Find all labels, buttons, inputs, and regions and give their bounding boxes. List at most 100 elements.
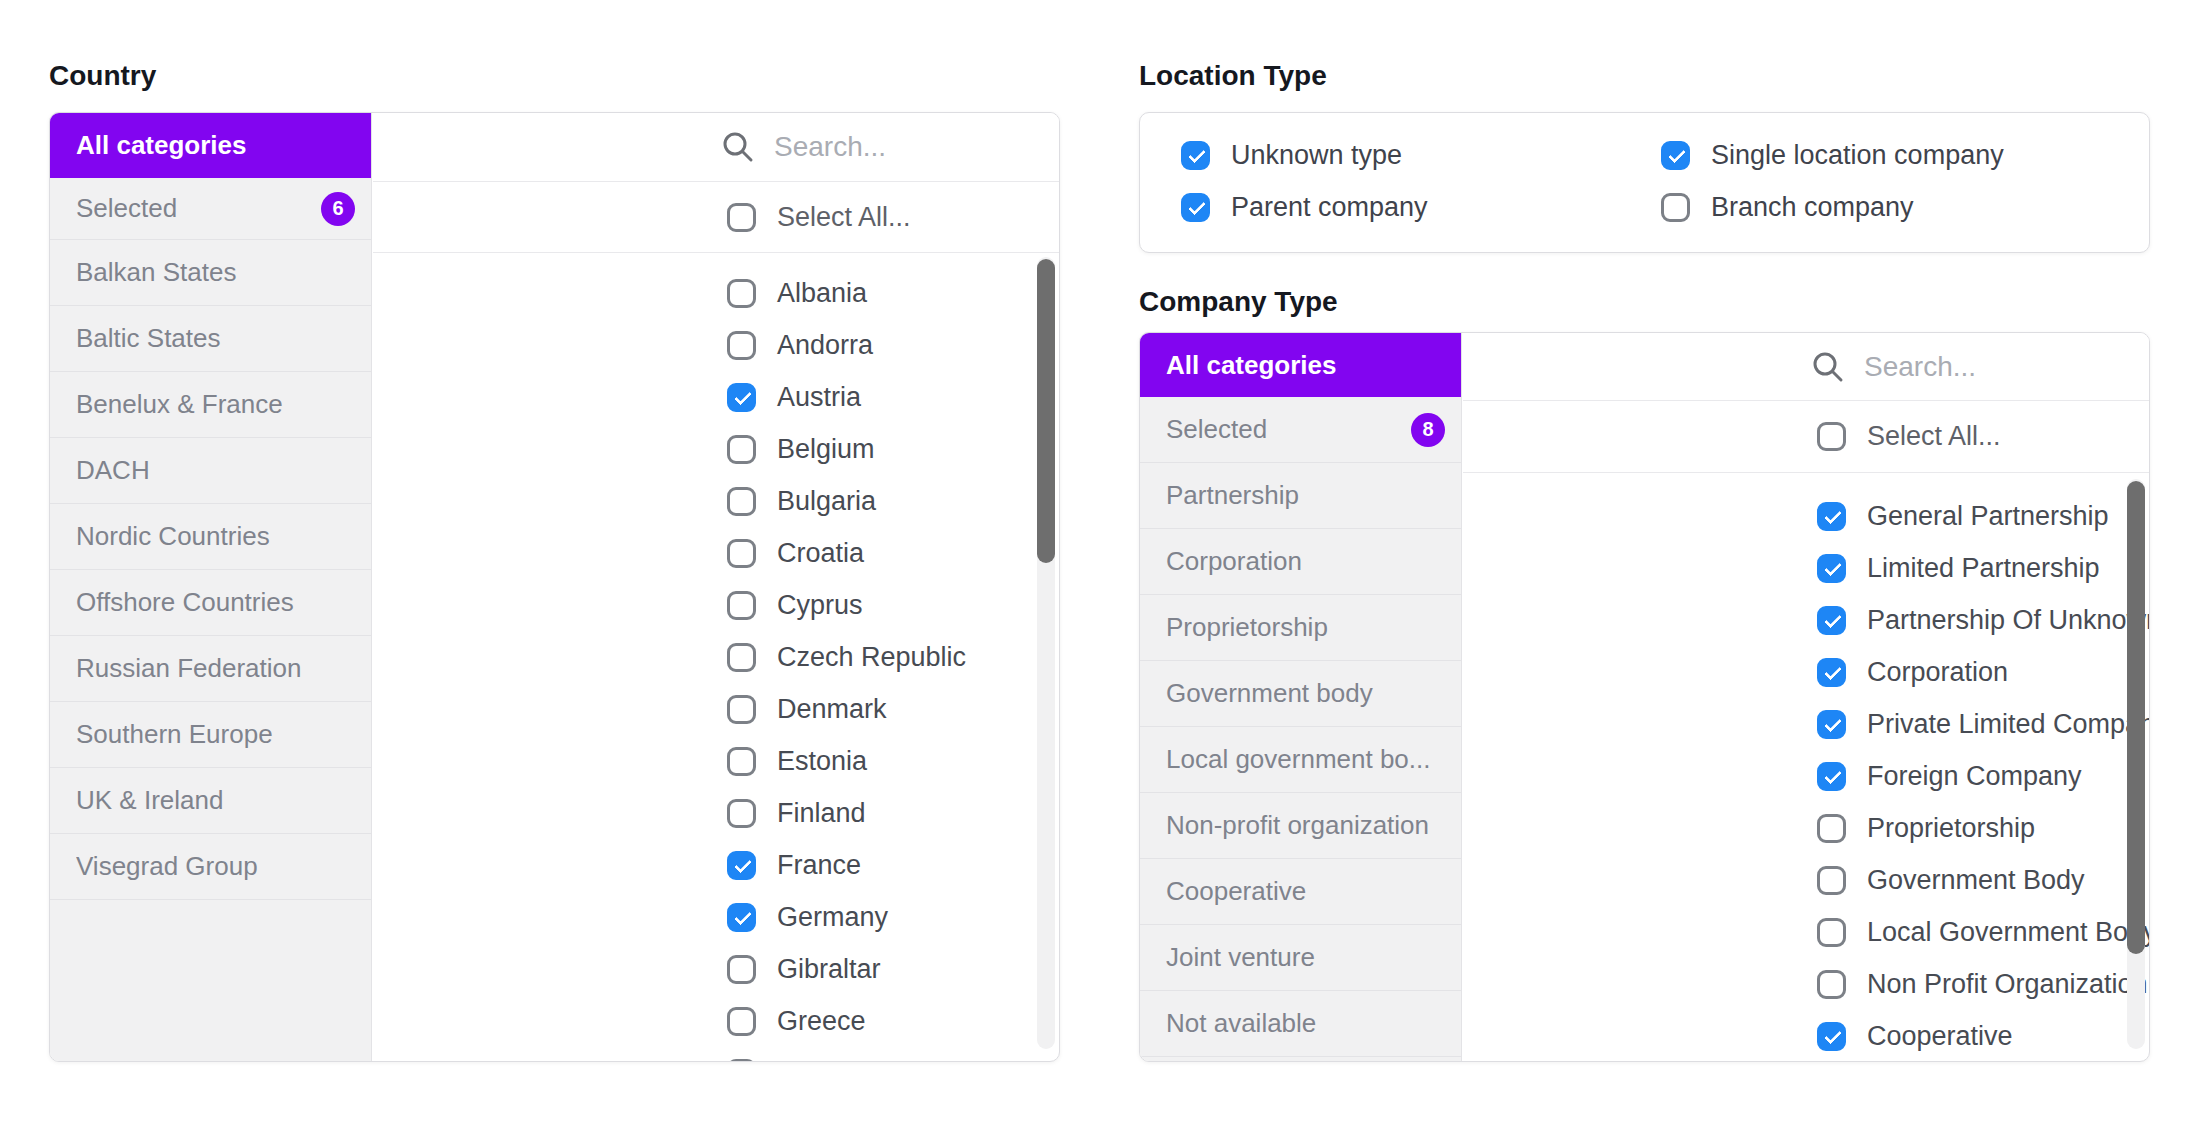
company-option[interactable]: Limited Partnership [1463,542,2149,594]
country-option[interactable]: Croatia [373,527,1059,579]
checkbox-icon[interactable] [727,695,756,724]
country-option[interactable]: Denmark [373,683,1059,735]
country-group-item[interactable]: Russian Federation [50,636,371,702]
company-scrollbar-thumb[interactable] [2127,481,2145,954]
company-group-list: Partnership Corporation Proprietorship G… [1140,463,1461,1057]
company-option[interactable]: Non Profit Organization [1463,958,2149,1010]
checkbox-icon[interactable] [1661,193,1690,222]
company-option[interactable]: Foreign Company [1463,750,2149,802]
checkbox-icon[interactable] [1817,710,1846,739]
location-type-option[interactable]: Single location company [1620,129,2149,181]
checkbox-icon[interactable] [1817,658,1846,687]
country-option[interactable]: France [373,839,1059,891]
country-option-label: Andorra [777,330,873,361]
location-type-option[interactable]: Branch company [1620,181,2149,233]
checkbox-icon[interactable] [727,383,756,412]
checkbox-icon[interactable] [1817,422,1846,451]
country-option[interactable]: Bulgaria [373,475,1059,527]
company-group-item[interactable]: Not available [1140,991,1461,1057]
checkbox-icon[interactable] [727,747,756,776]
country-option[interactable]: Estonia [373,735,1059,787]
checkbox-icon[interactable] [1661,141,1690,170]
checkbox-icon[interactable] [727,331,756,360]
country-tab-all-categories[interactable]: All categories [50,113,371,178]
checkbox-icon[interactable] [727,591,756,620]
location-type-option[interactable]: Unknown type [1140,129,1620,181]
checkbox-icon[interactable] [1181,193,1210,222]
checkbox-icon[interactable] [727,203,756,232]
company-group-item[interactable]: Partnership [1140,463,1461,529]
checkbox-icon[interactable] [1181,141,1210,170]
country-scrollbar-thumb[interactable] [1037,259,1055,563]
checkbox-icon[interactable] [727,643,756,672]
company-option[interactable]: Corporation [1463,646,2149,698]
checkbox-icon[interactable] [727,1059,756,1062]
company-group-item[interactable]: Joint venture [1140,925,1461,991]
company-option[interactable]: Local Government Body [1463,906,2149,958]
country-group-item[interactable]: DACH [50,438,371,504]
country-group-item[interactable]: Baltic States [50,306,371,372]
checkbox-icon[interactable] [1817,918,1846,947]
country-option[interactable]: Finland [373,787,1059,839]
country-group-item[interactable]: Visegrad Group [50,834,371,900]
country-scrollbar-track[interactable] [1037,257,1055,1049]
company-option[interactable]: General Partnership [1463,490,2149,542]
company-group-item[interactable]: Government body [1140,661,1461,727]
country-option[interactable]: Belgium [373,423,1059,475]
country-tab-selected[interactable]: Selected 6 [50,178,371,240]
company-search-input[interactable] [1864,351,2150,383]
country-select-all[interactable]: Select All... [373,182,1059,253]
checkbox-icon[interactable] [1817,970,1846,999]
company-category-sidebar: All categories Selected 8 Partnership Co… [1140,333,1462,1061]
company-select-all[interactable]: Select All... [1463,401,2149,473]
country-group-item[interactable]: Benelux & France [50,372,371,438]
checkbox-icon[interactable] [727,487,756,516]
country-group-item[interactable]: Offshore Countries [50,570,371,636]
checkbox-icon[interactable] [1817,1022,1846,1051]
checkbox-icon[interactable] [727,1007,756,1036]
country-option[interactable]: Czech Republic [373,631,1059,683]
company-scrollbar-track[interactable] [2127,479,2145,1049]
company-group-item[interactable]: Local government bo... [1140,727,1461,793]
company-tab-all-categories[interactable]: All categories [1140,333,1461,397]
checkbox-icon[interactable] [1817,554,1846,583]
company-group-item[interactable]: Cooperative [1140,859,1461,925]
country-option[interactable] [373,1047,1059,1061]
country-option[interactable]: Gibraltar [373,943,1059,995]
country-option-label: Greece [777,1006,866,1037]
country-group-item[interactable]: UK & Ireland [50,768,371,834]
checkbox-icon[interactable] [1817,606,1846,635]
checkbox-icon[interactable] [1817,502,1846,531]
checkbox-icon[interactable] [1817,762,1846,791]
checkbox-icon[interactable] [1817,866,1846,895]
country-option[interactable]: Cyprus [373,579,1059,631]
company-group-item[interactable]: Non-profit organization [1140,793,1461,859]
company-tab-selected[interactable]: Selected 8 [1140,397,1461,463]
country-group-item[interactable]: Nordic Countries [50,504,371,570]
company-group-item[interactable]: Corporation [1140,529,1461,595]
checkbox-icon[interactable] [727,799,756,828]
country-option[interactable]: Albania [373,267,1059,319]
checkbox-icon[interactable] [727,539,756,568]
company-option[interactable]: Government Body [1463,854,2149,906]
location-type-option[interactable]: Parent company [1140,181,1620,233]
country-option[interactable]: Austria [373,371,1059,423]
checkbox-icon[interactable] [727,955,756,984]
country-option-label: Czech Republic [777,642,966,673]
checkbox-icon[interactable] [727,435,756,464]
country-search-input[interactable] [774,131,1060,163]
country-option[interactable]: Greece [373,995,1059,1047]
checkbox-icon[interactable] [727,279,756,308]
company-option[interactable]: Private Limited Company [1463,698,2149,750]
checkbox-icon[interactable] [727,851,756,880]
checkbox-icon[interactable] [1817,814,1846,843]
country-group-item[interactable]: Balkan States [50,240,371,306]
country-option[interactable]: Germany [373,891,1059,943]
company-option[interactable]: Cooperative [1463,1010,2149,1061]
company-group-item[interactable]: Proprietorship [1140,595,1461,661]
country-group-item[interactable]: Southern Europe [50,702,371,768]
country-option[interactable]: Andorra [373,319,1059,371]
company-option[interactable]: Proprietorship [1463,802,2149,854]
company-option[interactable]: Partnership Of Unknown Type [1463,594,2149,646]
checkbox-icon[interactable] [727,903,756,932]
